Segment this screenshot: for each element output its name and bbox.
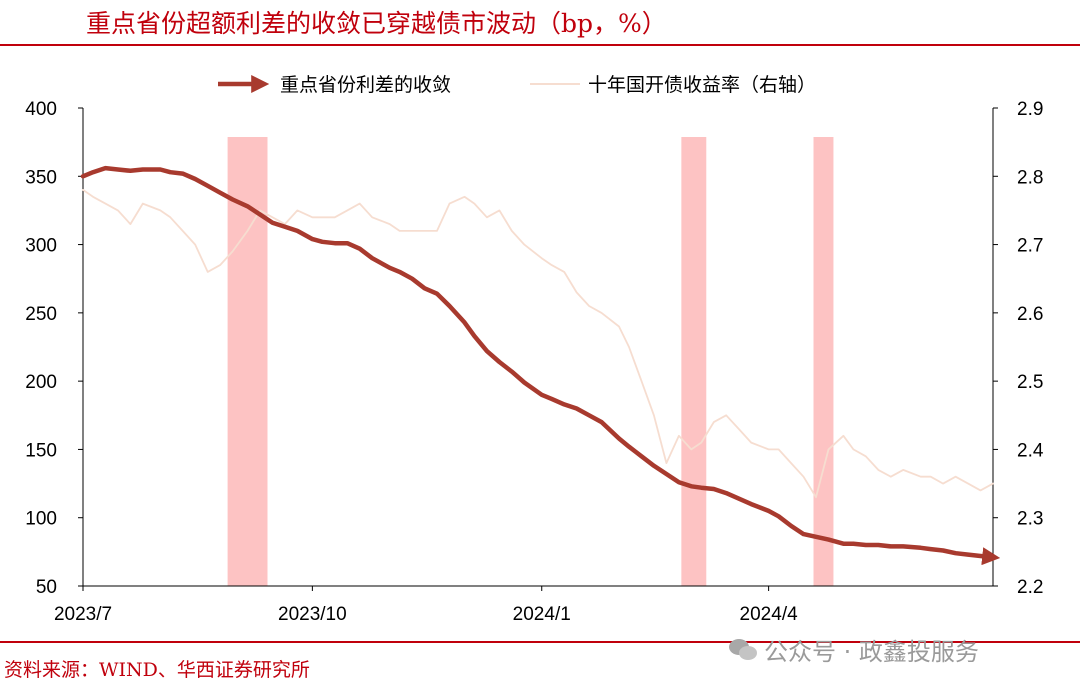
legend: 重点省份利差的收敛 十年国开债收益率（右轴） (218, 74, 816, 96)
x-tick-label: 2024/4 (740, 604, 799, 625)
top-divider (0, 44, 1080, 46)
legend-label-yield: 十年国开债收益率（右轴） (588, 74, 816, 96)
page-title: 重点省份超额利差的收敛已穿越债市波动（bp，%） (86, 9, 667, 38)
highlight-bands (227, 137, 834, 586)
x-tick-label: 2023/10 (278, 604, 347, 625)
highlight-band-3 (813, 137, 834, 586)
right-tick-label: 2.7 (1017, 236, 1043, 257)
wechat-icon (729, 638, 757, 660)
legend-label-spread: 重点省份利差的收敛 (280, 74, 451, 96)
series-line-2 (82, 189, 994, 499)
watermark-text: 公众号 · 政鑫投服务 (764, 638, 979, 666)
left-tick-label: 400 (25, 99, 57, 120)
left-tick-label: 300 (25, 236, 57, 257)
axes: 50 100 150 200 250 300 350 400 2.2 2.3 2.4 2.5 2.6 2.… (25, 99, 1044, 625)
left-tick-label: 150 (25, 440, 57, 461)
series-lines (80, 165, 1001, 566)
right-tick-label: 2.3 (1017, 509, 1043, 530)
right-tick-label: 2.5 (1017, 372, 1043, 393)
right-tick-label: 2.4 (1017, 440, 1044, 461)
right-tick-label: 2.2 (1017, 577, 1043, 598)
left-tick-label: 250 (25, 304, 57, 325)
watermark: 公众号 · 政鑫投服务 (728, 632, 979, 667)
right-tick-label: 2.8 (1017, 167, 1043, 188)
x-tick-label: 2023/7 (54, 604, 112, 625)
right-tick-label: 2.9 (1017, 99, 1043, 120)
left-tick-label: 200 (25, 372, 57, 393)
highlight-band-2 (681, 137, 707, 586)
left-tick-label: 50 (36, 577, 57, 598)
source-note: 资料来源：WIND、华西证券研究所 (4, 659, 310, 681)
series-line-1 (80, 165, 1001, 566)
left-tick-label: 100 (25, 509, 57, 530)
right-tick-label: 2.6 (1017, 304, 1043, 325)
bottom-divider (0, 641, 1080, 643)
left-tick-label: 350 (25, 167, 57, 188)
x-tick-label: 2024/1 (513, 604, 571, 625)
